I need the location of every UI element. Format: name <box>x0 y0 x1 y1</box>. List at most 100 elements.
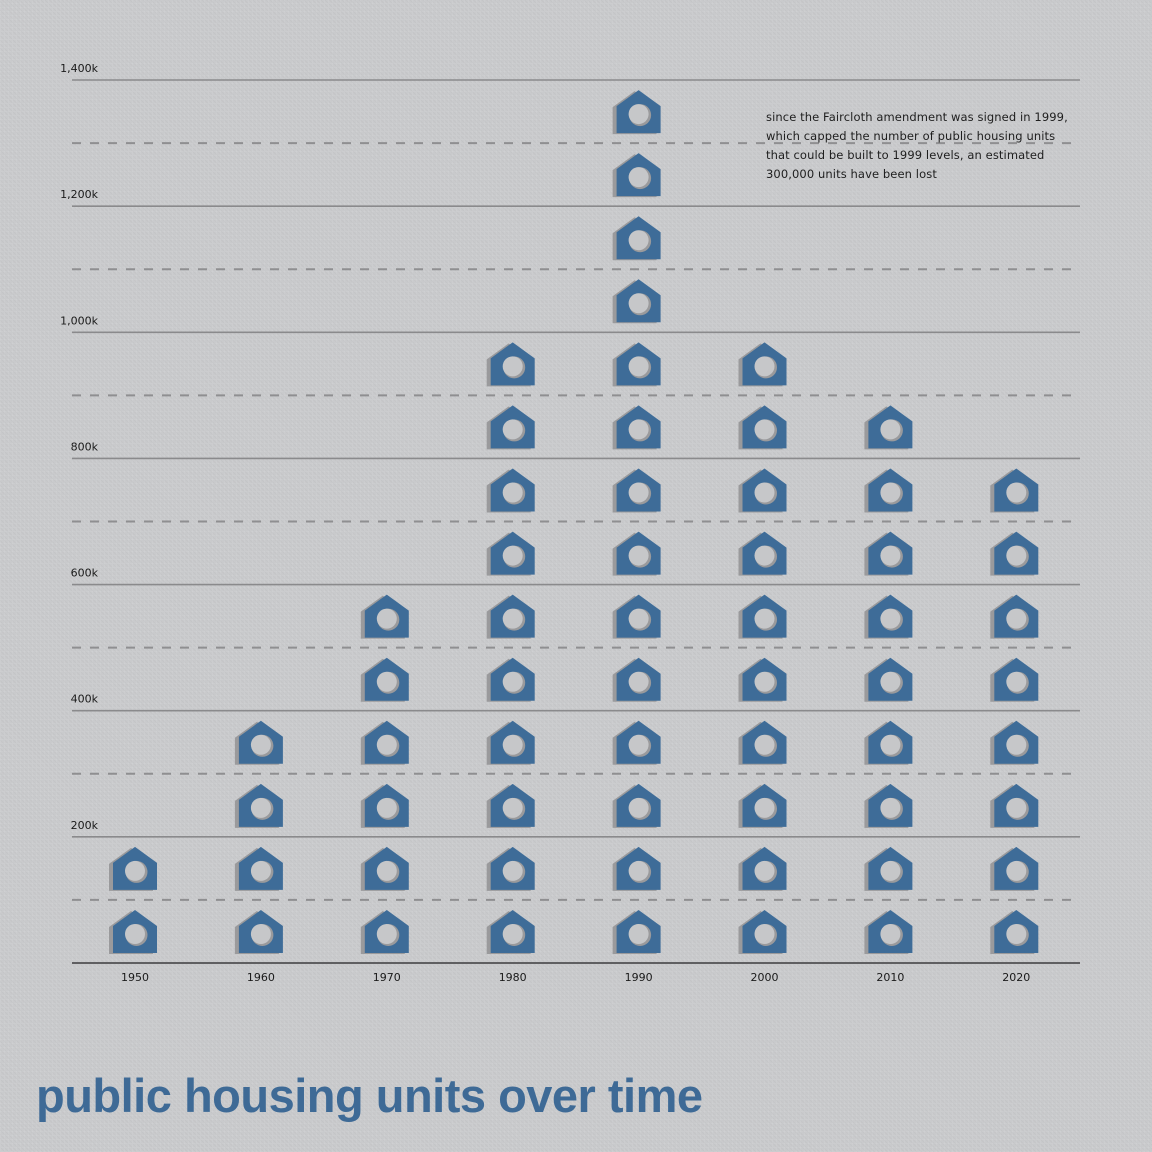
house-icon <box>612 783 661 828</box>
house-icon-hole <box>628 482 649 503</box>
house-icon <box>990 783 1039 828</box>
house-icon-hole <box>502 608 523 629</box>
house-icon-hole <box>880 545 901 566</box>
house-icon <box>486 657 535 702</box>
house-icon-hole <box>628 356 649 377</box>
house-icon <box>486 405 535 450</box>
house-icon <box>990 531 1039 576</box>
house-icon-hole <box>628 293 649 314</box>
house-icon-hole <box>754 671 775 692</box>
house-icon <box>864 910 913 954</box>
house-icon-hole <box>628 608 649 629</box>
house-icon-hole <box>880 608 901 629</box>
house-icon <box>234 783 283 828</box>
house-icon-hole <box>628 545 649 566</box>
house-icon-hole <box>1006 545 1027 566</box>
house-icon <box>612 216 661 261</box>
house-icon <box>360 910 409 954</box>
house-icon-hole <box>502 482 523 503</box>
house-icon-hole <box>628 167 649 188</box>
house-icon <box>990 468 1039 513</box>
annotation-line: which capped the number of public housin… <box>766 129 1056 143</box>
house-icon <box>612 153 661 198</box>
y-tick-label: 800k <box>71 440 99 453</box>
house-icon <box>864 783 913 828</box>
house-icon <box>738 594 787 639</box>
annotation-line: since the Faircloth amendment was signed… <box>766 110 1068 124</box>
chart-title: public housing units over time <box>36 1069 703 1122</box>
house-icon <box>990 657 1039 702</box>
house-icon <box>864 657 913 702</box>
house-icon-hole <box>628 797 649 818</box>
house-icon <box>738 846 787 891</box>
house-icon <box>738 783 787 828</box>
house-icons <box>109 90 1039 954</box>
house-icon <box>486 531 535 576</box>
house-icon-hole <box>502 734 523 755</box>
house-icon-hole <box>628 104 649 125</box>
house-icon <box>738 720 787 765</box>
house-icon-hole <box>628 419 649 440</box>
house-icon <box>234 910 283 954</box>
house-icon-hole <box>1006 860 1027 881</box>
y-tick-label: 1,400k <box>60 62 98 75</box>
house-icon-hole <box>628 924 649 944</box>
y-tick-label: 400k <box>71 693 99 706</box>
house-icon <box>738 342 787 387</box>
house-icon <box>109 910 157 954</box>
house-icon <box>990 910 1039 954</box>
house-icon <box>864 405 913 450</box>
house-icon-hole <box>1006 608 1027 629</box>
house-icon-hole <box>250 797 271 818</box>
x-tick-label: 1960 <box>247 971 275 984</box>
house-icon-hole <box>1006 671 1027 692</box>
house-icon <box>612 594 661 639</box>
house-icon-hole <box>1006 924 1027 944</box>
house-icon-hole <box>376 608 397 629</box>
house-icon <box>738 468 787 513</box>
y-axis-tick-labels: 200k 400k 600k 800k 1,000k 1,200k 1,400k <box>60 62 98 832</box>
house-icon <box>612 910 661 954</box>
house-icon <box>738 657 787 702</box>
house-icon-hole <box>880 671 901 692</box>
house-icon <box>864 531 913 576</box>
house-icon-hole <box>502 419 523 440</box>
house-icon-hole <box>754 797 775 818</box>
house-icon-hole <box>1006 482 1027 503</box>
house-icon-hole <box>376 734 397 755</box>
house-icon-hole <box>376 924 397 944</box>
house-icon <box>486 468 535 513</box>
house-icon-hole <box>754 924 775 944</box>
house-icon <box>486 846 535 891</box>
house-icon <box>234 720 283 765</box>
house-icon <box>864 468 913 513</box>
x-axis-tick-labels: 1950 1960 1970 1980 1990 2000 2010 2020 <box>121 971 1030 984</box>
house-icon <box>990 720 1039 765</box>
house-icon-hole <box>1006 797 1027 818</box>
faircloth-annotation: since the Faircloth amendment was signed… <box>766 108 1086 184</box>
house-icon-hole <box>880 419 901 440</box>
house-icon-hole <box>754 608 775 629</box>
house-icon <box>486 720 535 765</box>
x-tick-label: 2010 <box>876 971 904 984</box>
house-icon-hole <box>880 860 901 881</box>
house-icon <box>738 910 787 954</box>
house-icon-hole <box>880 482 901 503</box>
house-icon-hole <box>502 860 523 881</box>
house-icon-hole <box>250 860 271 881</box>
house-icon-hole <box>376 860 397 881</box>
house-icon-hole <box>628 230 649 251</box>
house-icon <box>990 846 1039 891</box>
house-icon <box>486 783 535 828</box>
house-icon <box>360 846 409 891</box>
x-tick-label: 1950 <box>121 971 149 984</box>
house-icon-hole <box>754 545 775 566</box>
house-icon-hole <box>754 482 775 503</box>
y-tick-label: 600k <box>71 567 99 580</box>
house-icon <box>612 90 661 135</box>
house-icon-hole <box>376 797 397 818</box>
house-icon <box>486 594 535 639</box>
house-icon <box>612 846 661 891</box>
house-icon <box>864 720 913 765</box>
